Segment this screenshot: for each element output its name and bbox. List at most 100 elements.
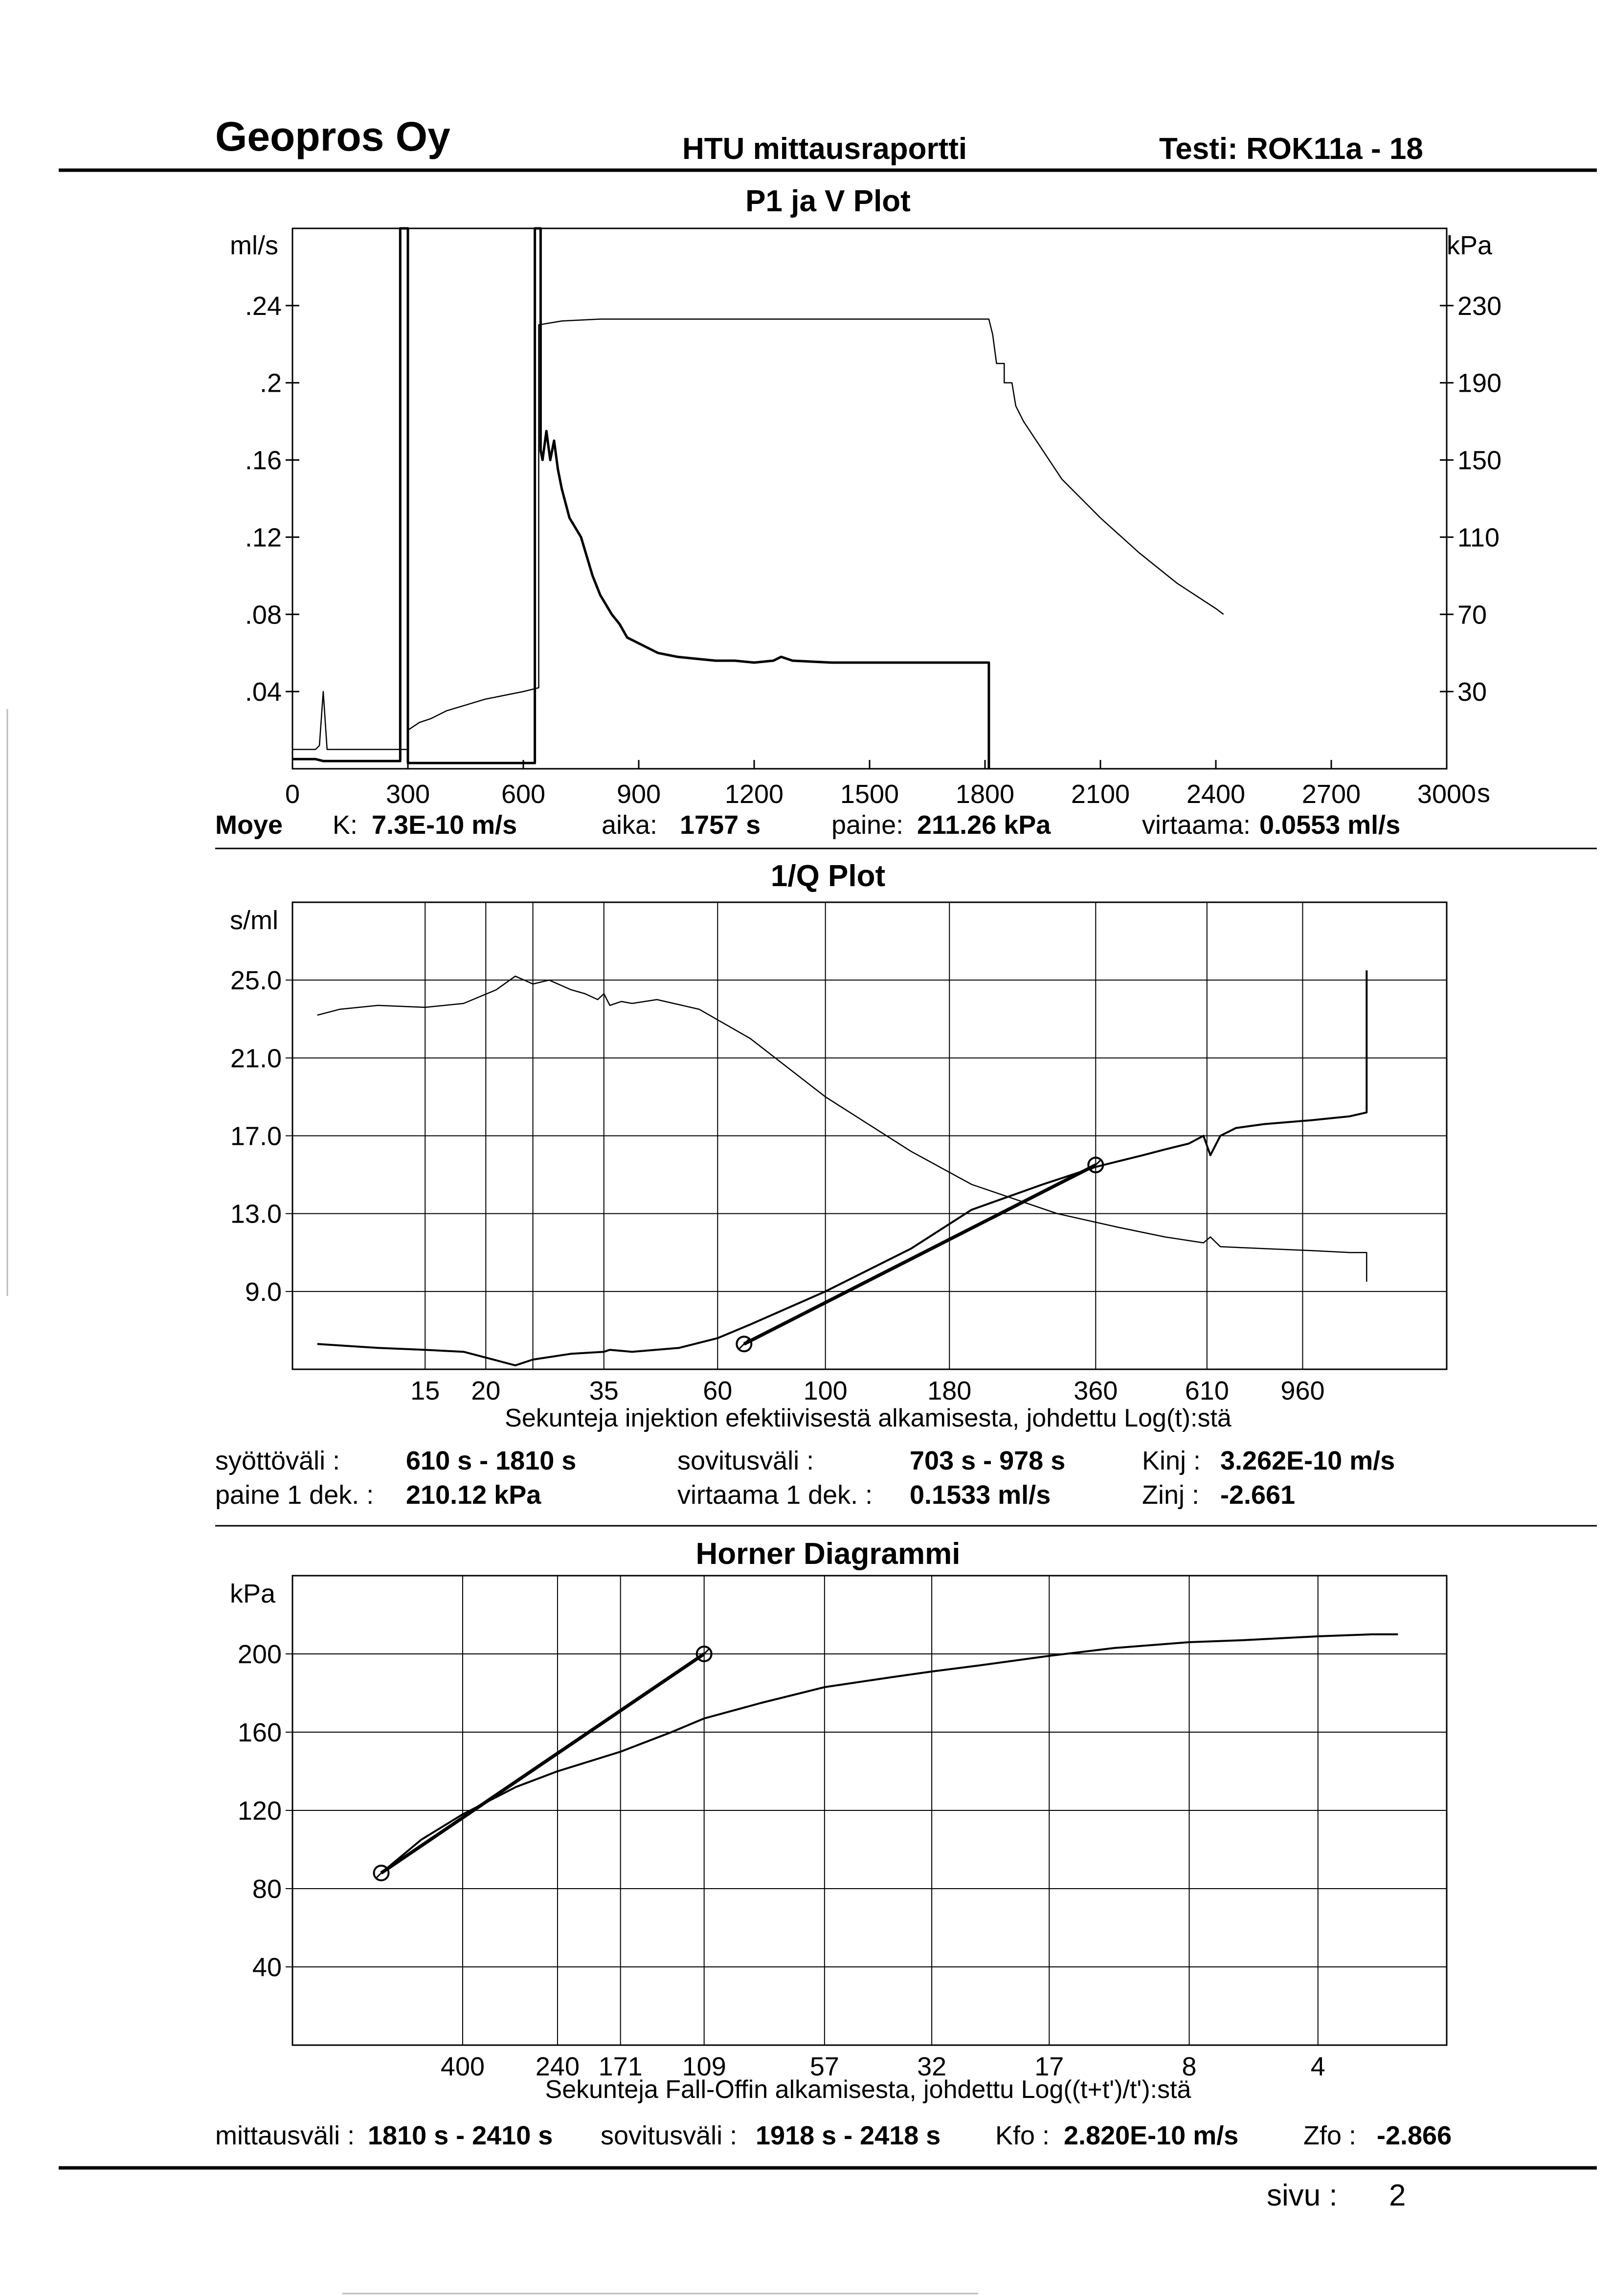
chart1-y-right-tick-label: 150 [1457,446,1501,475]
chart3-sovitus-label: sovitusväli : [601,2121,737,2150]
chart3-y-tick-label: 200 [238,1640,282,1669]
chart1-k-value: 7.3E-10 m/s [372,810,517,840]
chart2-y-tick-label: 17.0 [230,1122,282,1151]
chart3-title: Horner Diagrammi [696,1537,961,1571]
chart1-y-right-tick-label: 190 [1457,369,1501,398]
chart3-mittaus-label: mittausväli : [215,2121,355,2150]
chart2-title: 1/Q Plot [771,859,885,893]
chart1-series-pressure-line [292,318,1224,750]
chart3-series [373,1633,1398,1881]
chart2-x-tick-label: 100 [804,1376,848,1405]
chart-p1-v: P1 ja V Plot ml/s kPa 0 300 600 900 1200 1500… [230,184,1501,809]
chart3-series-0-line [381,1633,1398,1874]
chart1-series-flow-line [292,227,990,769]
chart1-footer: Moye K: 7.3E-10 m/s aika: 1757 s paine: … [215,810,1400,840]
chart1-x-unit: s [1477,779,1490,808]
chart3-x-label: Sekunteja Fall-Offin alkamisesta, johdet… [545,2075,1191,2104]
chart1-y-left-tick-label: .24 [245,291,282,321]
chart1-paine-value: 211.26 kPa [917,810,1051,840]
chart3-x-tick-label: 171 [599,2052,643,2081]
chart2-y-unit: s/ml [230,906,278,935]
chart1-y-right-tick-label: 70 [1457,600,1487,629]
chart3-mittaus-value: 1810 s - 2410 s [368,2121,553,2150]
chart1-x-tick-label: 300 [386,780,430,809]
chart2-kinj-value: 3.262E-10 m/s [1220,1446,1395,1475]
report-title: HTU mittausraportti [682,132,967,166]
chart2-x-tick-label: 60 [703,1376,732,1405]
company-name: Geopros Oy [215,113,450,159]
chart2-virtaama-label: virtaama 1 dek. : [677,1480,873,1510]
chart1-footer-name: Moye [215,810,283,840]
chart2-fit-line [743,1163,1097,1346]
chart2-y-tick-label: 9.0 [245,1277,282,1307]
chart2-syotto-value: 610 s - 1810 s [406,1446,576,1475]
chart1-ticks: 0 300 600 900 1200 1500 1800 2100 2400 2700 3000 .2… [245,291,1501,809]
test-id: Testi: ROK11a - 18 [1159,132,1423,166]
chart2-x-tick-label: 35 [589,1376,619,1405]
chart3-fit-endpoint [695,1646,713,1662]
chart1-y-left-tick-label: .04 [245,677,282,707]
chart2-series [317,970,1368,1366]
chart1-paine-label: paine: [831,810,903,840]
chart2-paine-label: paine 1 dek. : [215,1480,374,1510]
chart2-x-tick-label: 610 [1185,1376,1229,1405]
chart2-y-tick-label: 13.0 [230,1200,282,1229]
chart1-aika-label: aika: [602,810,657,840]
chart1-y-right-unit: kPa [1447,231,1493,260]
chart2-kinj-label: Kinj : [1142,1446,1201,1475]
chart1-y-right-tick-label: 110 [1457,523,1500,552]
chart2-sovitus-label: sovitusväli : [677,1446,814,1475]
chart1-x-tick-label: 600 [501,780,545,809]
chart2-grid: 15 20 35 60 100 180 360 610 960 25.0 21.0 17.0 13.0 9… [230,902,1447,1405]
chart2-sovitus-value: 703 s - 978 s [910,1446,1065,1475]
chart3-kfo-value: 2.820E-10 m/s [1064,2121,1238,2150]
chart3-x-tick-label: 109 [682,2052,726,2081]
chart3-grid: 400 240 171 109 57 32 17 8 4 200 160 120 80 40 [238,1576,1447,2081]
chart2-x-tick-label: 180 [927,1376,971,1405]
chart2-y-tick-label: 21.0 [230,1044,282,1073]
chart3-x-tick-label: 8 [1182,2052,1197,2081]
chart3-kfo-label: Kfo : [995,2121,1050,2150]
chart2-x-tick-label: 960 [1280,1376,1324,1405]
chart1-x-tick-label: 3000 [1417,780,1476,809]
chart3-footer: mittausväli : 1810 s - 2410 s sovitusväl… [215,2121,1452,2150]
chart1-virtaama-label: virtaama: [1142,810,1251,840]
chart3-y-tick-label: 40 [252,1953,282,1982]
chart3-zfo-label: Zfo : [1303,2121,1356,2150]
chart1-y-right-tick-label: 230 [1457,291,1501,321]
chart3-zfo-value: -2.866 [1377,2121,1452,2150]
chart3-y-unit: kPa [230,1579,276,1608]
chart1-y-left-unit: ml/s [230,231,278,260]
chart2-paine-value: 210.12 kPa [406,1480,541,1510]
chart3-fit-line [380,1652,705,1874]
chart1-x-tick-label: 1800 [956,780,1014,809]
chart2-syotto-label: syöttöväli : [215,1446,340,1475]
chart2-x-tick-label: 15 [410,1376,440,1405]
chart1-series [292,227,1224,769]
chart1-x-tick-label: 2100 [1071,780,1130,809]
page-number: 2 [1389,2179,1406,2212]
chart3-fit-endpoint-slash [698,1648,710,1660]
chart3-fit-endpoint-slash [376,1867,387,1879]
chart2-x-tick-label: 20 [471,1376,500,1405]
page-label: sivu : [1267,2179,1338,2212]
chart2-x-label: Sekunteja injektion efektiivisestä alkam… [505,1404,1231,1432]
chart2-series-1-line [317,970,1368,1366]
chart3-x-tick-label: 32 [917,2052,946,2081]
chart1-x-tick-label: 2400 [1187,780,1245,809]
chart1-y-left-tick-label: .08 [245,600,282,629]
chart2-fit-endpoint [736,1336,753,1353]
chart1-k-label: K: [333,810,358,840]
chart3-x-tick-label: 17 [1034,2052,1064,2081]
chart1-x-tick-label: 900 [617,780,661,809]
chart2-virtaama-value: 0.1533 ml/s [910,1480,1051,1510]
chart1-y-left-tick-label: .12 [245,523,282,552]
chart3-sovitus-value: 1918 s - 2418 s [756,2121,940,2150]
chart-horner: Horner Diagrammi kPa 400 240 171 109 57 32 17 8… [230,1537,1448,2104]
chart-inv-q: 1/Q Plot s/ml 15 20 35 60 100 180 360 610 960 25.… [230,859,1448,1432]
chart1-x-tick-label: 1200 [725,780,784,809]
chart2-x-tick-label: 360 [1074,1376,1118,1405]
chart1-y-left-tick-label: .16 [245,446,282,475]
chart1-y-right-tick-label: 30 [1457,677,1487,707]
